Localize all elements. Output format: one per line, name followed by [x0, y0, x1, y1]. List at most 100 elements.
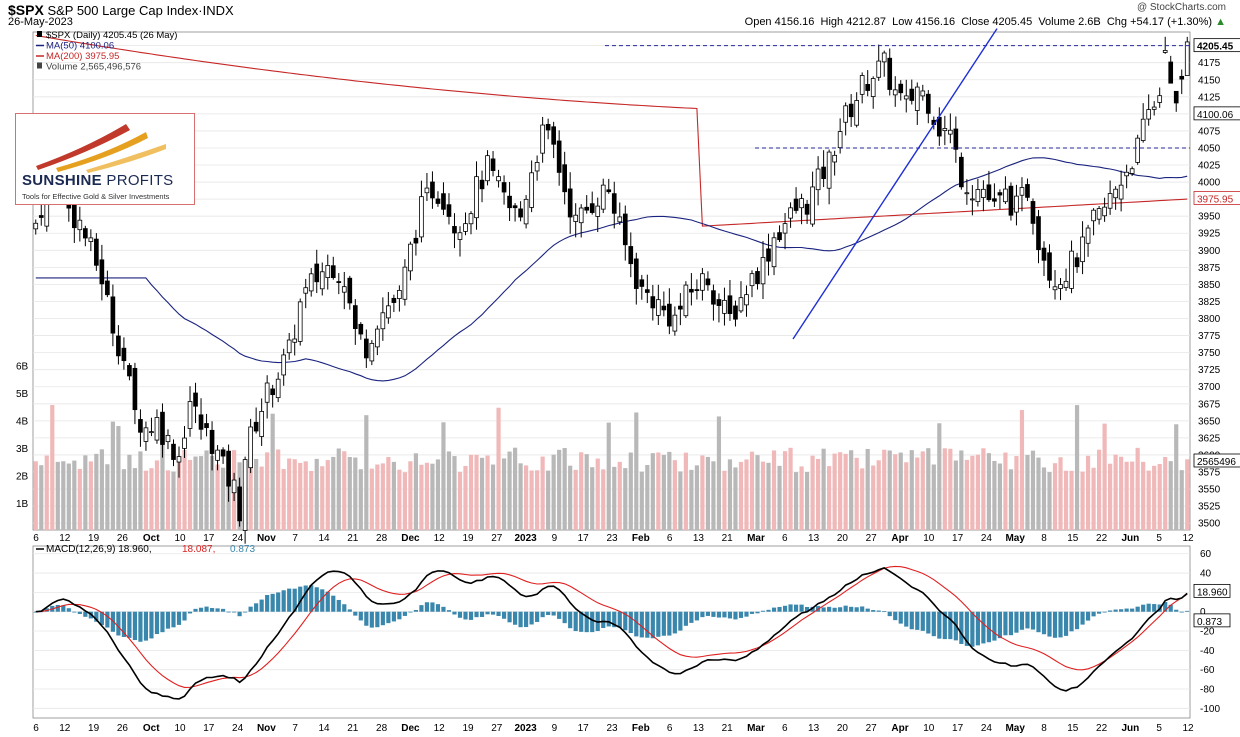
- candle-body: [749, 273, 755, 287]
- macd-histogram-bar: [1036, 611, 1041, 633]
- macd-histogram-bar: [1003, 611, 1008, 636]
- volume-bar: [1096, 449, 1102, 530]
- candle-body: [1047, 252, 1052, 281]
- volume-bar: [1124, 461, 1129, 530]
- macd-histogram-bar: [254, 603, 259, 612]
- x-tick-label-bottom: 12: [434, 723, 446, 734]
- volume-bar: [849, 450, 854, 530]
- price-tick-label: 3575: [1198, 468, 1221, 479]
- candle-body: [496, 176, 501, 182]
- candle-body: [88, 237, 94, 242]
- legend-label: MA(200) 3975.95: [46, 51, 119, 62]
- macd-histogram-bar: [94, 611, 99, 622]
- macd-histogram-bar: [457, 611, 463, 618]
- candle-body: [341, 286, 347, 293]
- volume-bar: [595, 458, 600, 530]
- candle-body: [336, 281, 342, 283]
- candle-body: [865, 84, 871, 91]
- macd-histogram-bar: [375, 611, 380, 628]
- candle-body: [270, 388, 275, 396]
- x-tick-label: 17: [578, 533, 590, 544]
- volume-bar: [1163, 456, 1168, 530]
- x-tick-label-bottom: 27: [491, 723, 503, 734]
- candle-body: [474, 176, 479, 219]
- candle-body: [430, 181, 435, 199]
- candle-body: [314, 263, 320, 283]
- volume-bar: [871, 465, 876, 530]
- candle-body: [881, 52, 887, 63]
- right-value-label: 4100.06: [1197, 110, 1234, 121]
- candle-body: [479, 179, 485, 190]
- candle-body: [132, 367, 138, 411]
- macd-histogram-bar: [474, 611, 479, 618]
- volume-bar: [854, 457, 859, 530]
- x-tick-label: 21: [347, 533, 359, 544]
- macd-histogram-bar: [562, 611, 567, 624]
- macd-line: [35, 567, 1188, 700]
- macd-histogram-bar: [358, 611, 363, 621]
- volume-bar: [749, 451, 755, 530]
- volume-bar: [777, 465, 782, 530]
- volume-bar: [1185, 459, 1190, 530]
- volume-bar: [314, 458, 319, 530]
- macd-histogram-bar: [915, 611, 920, 630]
- volume-bar: [88, 461, 93, 530]
- macd-tick-label: 0: [1200, 607, 1206, 618]
- candle-body: [529, 172, 534, 208]
- macd-histogram-bar: [353, 611, 358, 616]
- volume-bar: [61, 461, 66, 530]
- x-tick-label: Dec: [401, 533, 420, 544]
- legend-label: $SPX (Daily) 4205.45 (26 May): [46, 30, 177, 41]
- macd-histogram-bar: [160, 611, 165, 633]
- candle-body: [683, 284, 689, 317]
- macd-histogram-bar: [182, 611, 187, 621]
- price-tick-label: 3950: [1198, 212, 1221, 223]
- signal-legend-label: 18.087,: [182, 544, 215, 555]
- candle-body: [237, 486, 242, 522]
- x-tick-label-bottom: 13: [808, 723, 820, 734]
- candle-body: [83, 228, 88, 239]
- candle-body: [551, 126, 556, 145]
- candle-body: [777, 232, 782, 241]
- volume-bar: [887, 450, 892, 530]
- volume-bar: [584, 454, 589, 530]
- x-tick-label: 10: [174, 533, 186, 544]
- macd-histogram-bar: [165, 611, 171, 629]
- x-tick-label-bottom: 13: [693, 723, 705, 734]
- candle-body: [920, 90, 926, 97]
- macd-histogram-bar: [700, 611, 705, 618]
- macd-histogram-bar: [827, 606, 832, 612]
- macd-histogram-bar: [727, 611, 733, 619]
- volume-bar: [138, 451, 143, 530]
- volume-bar: [529, 470, 534, 530]
- macd-histogram-bar: [1146, 603, 1151, 612]
- macd-histogram-bar: [694, 611, 699, 621]
- macd-histogram-bar: [83, 611, 88, 617]
- ma50-line: [35, 157, 1188, 382]
- macd-histogram-bar: [788, 604, 793, 612]
- volume-bar: [1102, 423, 1107, 530]
- macd-histogram-bar: [413, 609, 419, 612]
- price-tick-label: 3800: [1198, 314, 1221, 325]
- candle-body: [242, 459, 248, 531]
- candle-body: [501, 182, 507, 193]
- volume-bar: [204, 450, 209, 530]
- volume-bar: [1058, 457, 1063, 530]
- volume-bar: [248, 462, 253, 530]
- x-tick-label: Oct: [143, 533, 160, 544]
- macd-histogram-bar: [838, 607, 843, 612]
- macd-histogram-bar: [121, 611, 127, 637]
- macd-histogram-bar: [55, 604, 60, 612]
- volume-bar: [209, 455, 215, 530]
- candle-body: [468, 213, 474, 225]
- macd-histogram-bar: [369, 611, 374, 628]
- macd-histogram-bar: [424, 602, 430, 612]
- x-tick-label: 6: [667, 533, 673, 544]
- candle-body: [507, 195, 512, 209]
- volume-bar: [457, 471, 463, 530]
- macd-histogram-bar: [391, 611, 396, 622]
- macd-histogram-bar: [1063, 611, 1069, 636]
- macd-histogram-bar: [843, 605, 848, 612]
- candle-body: [308, 273, 314, 292]
- price-tick-label: 4075: [1198, 126, 1221, 137]
